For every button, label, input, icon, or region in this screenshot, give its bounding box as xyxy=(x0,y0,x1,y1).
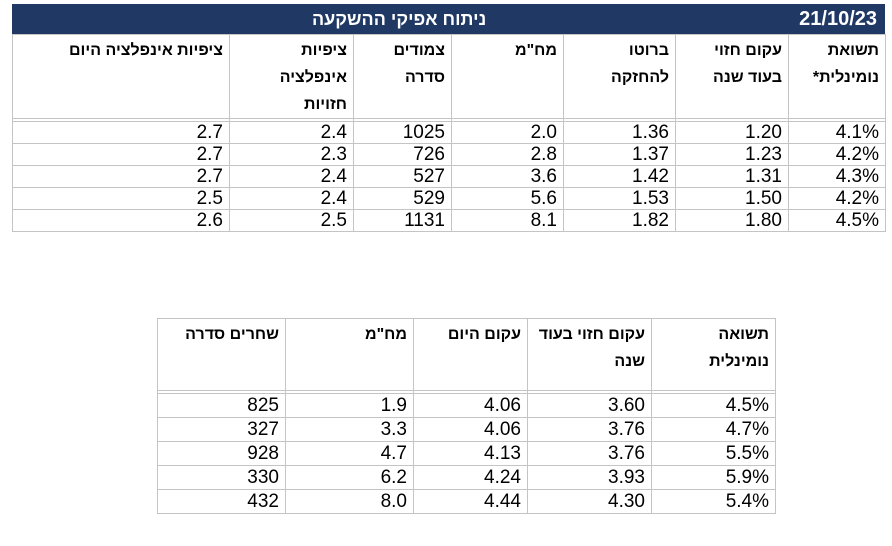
column-header: עקום היום xyxy=(413,318,528,391)
table-cell: 6.2 xyxy=(285,465,414,490)
table-cell: 4.5% xyxy=(651,393,776,418)
table-cell: 8.1 xyxy=(451,209,564,232)
table-cell: 1.37 xyxy=(563,143,676,166)
column-header: תשואת נומינלית* xyxy=(788,34,886,119)
table-cell: 4.24 xyxy=(413,465,528,490)
column-header: ברוטו להחזקה xyxy=(563,34,676,119)
table-cell: 3.76 xyxy=(527,417,652,442)
table-cell: 2.7 xyxy=(12,143,230,166)
report-date: 21/10/23 xyxy=(799,8,877,30)
table-row: 4.7% 3.76 4.06 3.3 327 xyxy=(157,417,776,442)
table-cell: 3.60 xyxy=(527,393,652,418)
table-row: 4.5% 3.60 4.06 1.9 825 xyxy=(157,393,776,418)
table-cell: 1.36 xyxy=(563,121,676,144)
table-cell: 4.06 xyxy=(413,417,528,442)
table-row: 5.4% 4.30 4.44 8.0 432 xyxy=(157,489,776,514)
table-cell: 2.3 xyxy=(229,143,354,166)
table-cell: 4.5% xyxy=(788,209,886,232)
nominal-bonds-table: תשואה נומינלית עקום חזוי בעוד שנה עקום ה… xyxy=(157,318,776,514)
column-header: עקום חזוי בעוד שנה xyxy=(527,318,652,391)
table-cell: 8.0 xyxy=(285,489,414,514)
table-cell: 1025 xyxy=(353,121,452,144)
table-row: 4.5% 1.80 1.82 8.1 1131 2.5 2.6 xyxy=(12,209,886,232)
table-row: 4.1% 1.20 1.36 2.0 1025 2.4 2.7 xyxy=(12,121,886,144)
table-cell: 5.9% xyxy=(651,465,776,490)
table-row: 4.3% 1.31 1.42 3.6 527 2.4 2.7 xyxy=(12,165,886,188)
table-cell: 5.6 xyxy=(451,187,564,210)
table-cell: 1131 xyxy=(353,209,452,232)
table-cell: 4.44 xyxy=(413,489,528,514)
page-title: ניתוח אפיקי ההשקעה xyxy=(312,9,487,29)
table-cell: 4.2% xyxy=(788,187,886,210)
table-cell: 330 xyxy=(157,465,286,490)
table-cell: 2.7 xyxy=(12,121,230,144)
table-cell: 1.53 xyxy=(563,187,676,210)
table-header-row: תשואת נומינלית* עקום חזוי בעוד שנה ברוטו… xyxy=(12,34,886,119)
cpi-linked-bonds-table: תשואת נומינלית* עקום חזוי בעוד שנה ברוטו… xyxy=(12,34,886,232)
table-cell: 2.5 xyxy=(229,209,354,232)
table-cell: 928 xyxy=(157,441,286,466)
table-cell: 3.6 xyxy=(451,165,564,188)
table-row: 4.2% 1.23 1.37 2.8 726 2.3 2.7 xyxy=(12,143,886,166)
table-cell: 4.7 xyxy=(285,441,414,466)
table-cell: 825 xyxy=(157,393,286,418)
table-cell: 2.5 xyxy=(12,187,230,210)
table-cell: 2.0 xyxy=(451,121,564,144)
table-cell: 529 xyxy=(353,187,452,210)
table-cell: 4.06 xyxy=(413,393,528,418)
column-header: שחרים סדרה xyxy=(157,318,286,391)
table-cell: 1.9 xyxy=(285,393,414,418)
table-cell: 432 xyxy=(157,489,286,514)
table-row: 5.5% 3.76 4.13 4.7 928 xyxy=(157,441,776,466)
table-row: 5.9% 3.93 4.24 6.2 330 xyxy=(157,465,776,490)
table-cell: 3.93 xyxy=(527,465,652,490)
column-header: עקום חזוי בעוד שנה xyxy=(675,34,789,119)
table-cell: 4.7% xyxy=(651,417,776,442)
table-cell: 3.76 xyxy=(527,441,652,466)
table-cell: 5.5% xyxy=(651,441,776,466)
table-cell: 2.6 xyxy=(12,209,230,232)
column-header: ציפיות אינפלציה חזויות xyxy=(229,34,354,119)
table-cell: 327 xyxy=(157,417,286,442)
table-header-row: תשואה נומינלית עקום חזוי בעוד שנה עקום ה… xyxy=(157,318,776,391)
table-cell: 1.23 xyxy=(675,143,789,166)
table-cell: 5.4% xyxy=(651,489,776,514)
table-cell: 2.4 xyxy=(229,121,354,144)
table-cell: 4.2% xyxy=(788,143,886,166)
table-cell: 527 xyxy=(353,165,452,188)
table-cell: 1.42 xyxy=(563,165,676,188)
table-cell: 1.50 xyxy=(675,187,789,210)
table-cell: 3.3 xyxy=(285,417,414,442)
table-cell: 4.30 xyxy=(527,489,652,514)
table-cell: 2.4 xyxy=(229,187,354,210)
table-cell: 1.20 xyxy=(675,121,789,144)
table-cell: 2.7 xyxy=(12,165,230,188)
table-cell: 2.8 xyxy=(451,143,564,166)
column-header: תשואה נומינלית xyxy=(651,318,776,391)
table-cell: 4.3% xyxy=(788,165,886,188)
table-cell: 1.31 xyxy=(675,165,789,188)
table-cell: 1.82 xyxy=(563,209,676,232)
table-cell: 726 xyxy=(353,143,452,166)
table-cell: 2.4 xyxy=(229,165,354,188)
table-row: 4.2% 1.50 1.53 5.6 529 2.4 2.5 xyxy=(12,187,886,210)
table-cell: 4.13 xyxy=(413,441,528,466)
table-cell: 4.1% xyxy=(788,121,886,144)
column-header: מח"מ xyxy=(451,34,564,119)
column-header: ציפיות אינפלציה היום xyxy=(12,34,230,119)
title-bar: 21/10/23 ניתוח אפיקי ההשקעה xyxy=(12,4,885,34)
column-header: צמודים סדרה xyxy=(353,34,452,119)
table-cell: 1.80 xyxy=(675,209,789,232)
column-header: מח"מ xyxy=(285,318,414,391)
